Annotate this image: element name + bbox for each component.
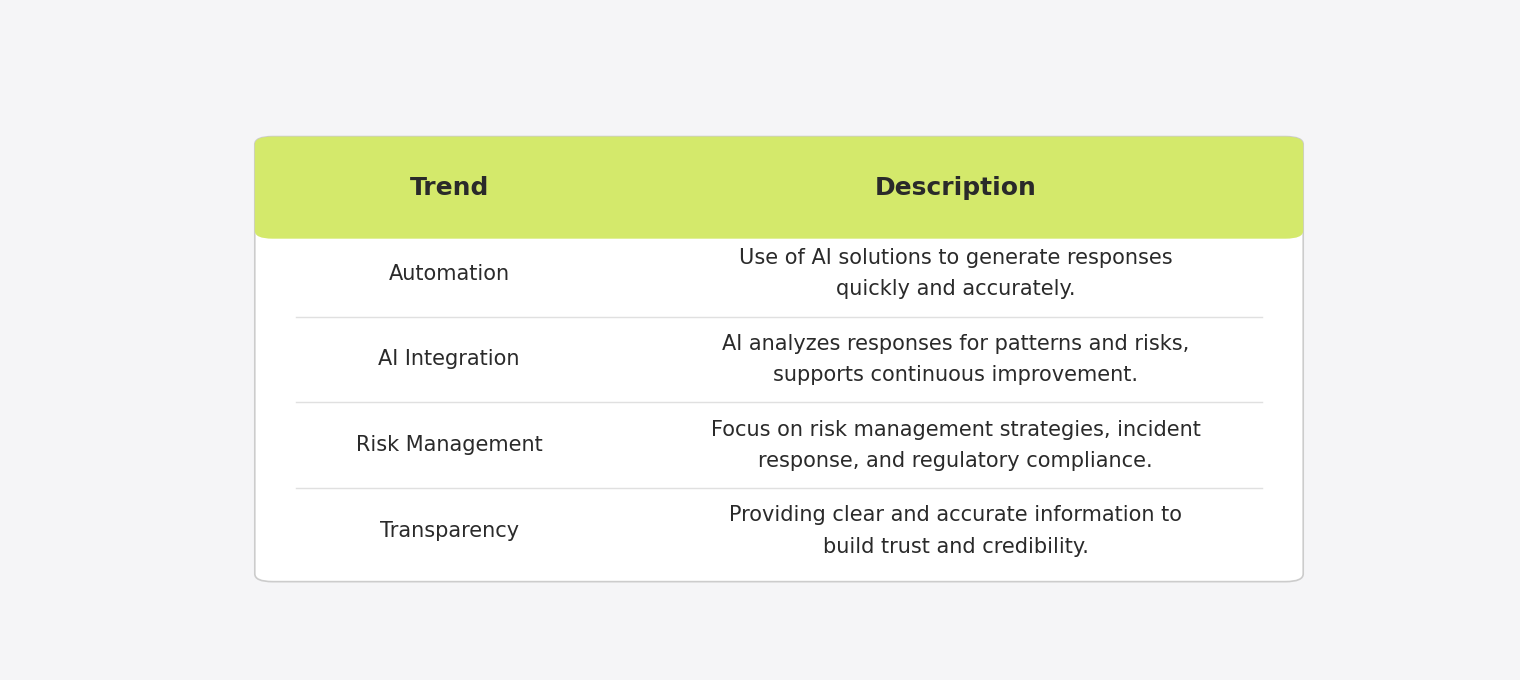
Text: Providing clear and accurate information to
build trust and credibility.: Providing clear and accurate information… [730,505,1183,556]
Text: Trend: Trend [409,175,489,200]
Text: AI analyzes responses for patterns and risks,
supports continuous improvement.: AI analyzes responses for patterns and r… [722,334,1189,385]
Bar [272,201,1286,231]
FancyBboxPatch shape [255,137,1303,581]
Text: Transparency: Transparency [380,521,518,541]
Text: Use of AI solutions to generate responses
quickly and accurately.: Use of AI solutions to generate response… [739,248,1172,299]
Text: AI Integration: AI Integration [378,350,520,369]
Text: Description: Description [876,175,1037,200]
Text: Focus on risk management strategies, incident
response, and regulatory complianc: Focus on risk management strategies, inc… [711,420,1201,471]
Text: Automation: Automation [389,264,509,284]
FancyBboxPatch shape [255,137,1303,239]
Text: Risk Management: Risk Management [356,435,543,455]
